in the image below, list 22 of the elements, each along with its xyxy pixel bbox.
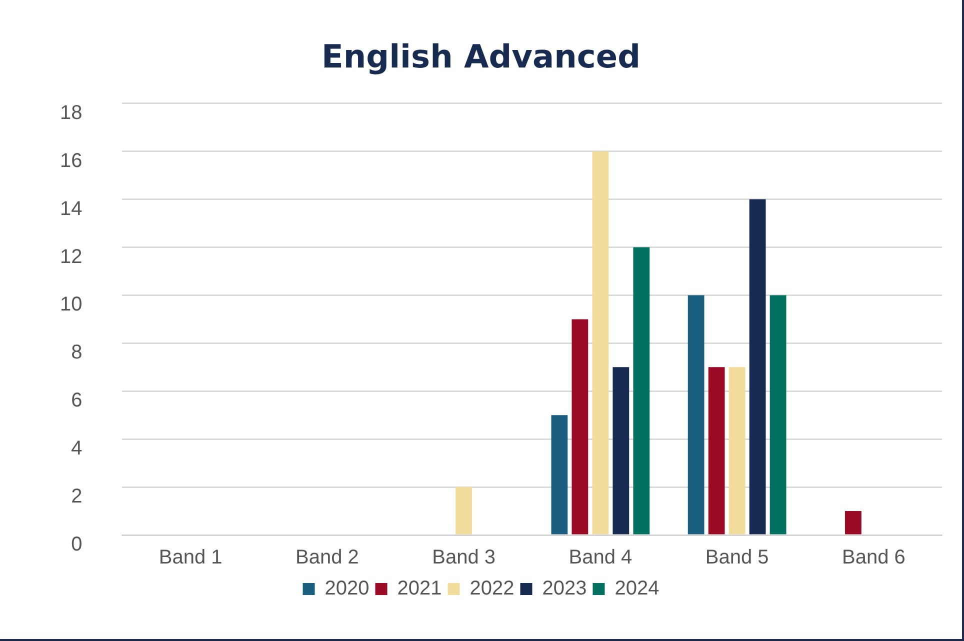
x-tick-label: Band 6 [842,546,906,569]
legend-label: 2021 [397,578,442,600]
y-tick-label: 0 [71,534,82,556]
legend-label: 2022 [470,578,514,600]
legend-label: 2020 [324,578,370,600]
x-tick-label: Band 1 [158,546,222,569]
x-tick-label: Band 2 [295,546,359,569]
x-tick-label: Band 3 [432,546,496,569]
legend-label: 2023 [542,578,587,600]
y-tick-label: 8 [71,342,82,364]
y-tick-label: 16 [60,150,82,172]
x-tick-label: Band 5 [705,546,769,569]
y-tick-label: 2 [71,486,82,508]
y-tick-label: 14 [60,198,82,220]
y-tick-label: 6 [71,390,82,412]
y-tick-label: 10 [60,294,82,316]
y-tick-label: 4 [71,438,82,460]
x-tick-label: Band 4 [568,546,632,569]
chart-title: English Advanced [322,38,640,76]
legend-label: 2024 [614,578,660,600]
y-tick-label: 18 [60,102,82,124]
y-tick-label: 12 [60,246,82,268]
